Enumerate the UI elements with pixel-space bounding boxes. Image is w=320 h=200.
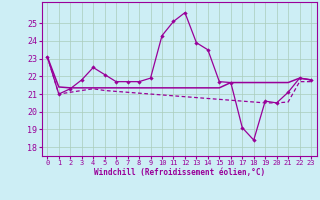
X-axis label: Windchill (Refroidissement éolien,°C): Windchill (Refroidissement éolien,°C): [94, 168, 265, 177]
